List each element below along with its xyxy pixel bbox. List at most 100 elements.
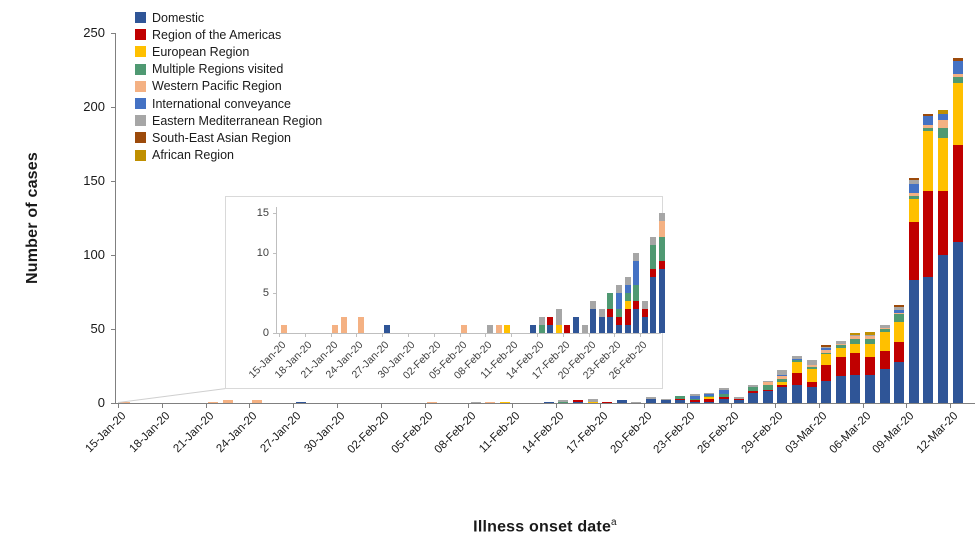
bar-segment [762, 380, 773, 383]
inset-bar-segment [641, 309, 648, 317]
bar-segment [777, 386, 788, 403]
bar-segment [894, 309, 905, 313]
y-axis-tick-label: 200 [83, 99, 105, 114]
bar-segment [791, 360, 802, 362]
inset-chart-box [225, 196, 663, 389]
x-axis-tick [818, 404, 820, 408]
bar-segment [748, 391, 759, 393]
bar-segment [587, 398, 598, 402]
bar-segment [923, 191, 934, 278]
bar-segment [879, 324, 890, 328]
inset-x-axis-tick [511, 334, 513, 337]
y-axis-title: Number of cases [24, 152, 41, 284]
bar-segment [908, 280, 919, 403]
bar-segment [879, 351, 890, 369]
inset-y-axis-tick [273, 333, 276, 334]
inset-bar-segment [650, 277, 657, 333]
inset-bar-segment [486, 325, 493, 333]
bar-segment [821, 354, 832, 365]
inset-bar-segment [504, 325, 511, 333]
legend-item: International conveyance [135, 95, 322, 112]
inset-bar-segment [624, 301, 631, 309]
bar-segment [821, 364, 832, 381]
inset-x-axis-tick [330, 334, 332, 337]
bar-segment [937, 255, 948, 403]
bar-segment [689, 395, 700, 399]
bar-segment [558, 400, 569, 402]
inset-bar-segment [538, 317, 545, 325]
bar-segment [864, 339, 875, 344]
bar-segment [850, 339, 861, 344]
inset-y-axis-tick-label: 5 [262, 286, 269, 299]
y-axis-tick-label: 100 [83, 247, 105, 262]
inset-bar-segment [615, 309, 622, 317]
legend-label: International conveyance [152, 96, 291, 111]
inset-bar-segment [624, 325, 631, 333]
bar-segment [821, 349, 832, 353]
bar-segment [879, 368, 890, 403]
bar-segment [762, 382, 773, 386]
bar-segment [908, 195, 919, 199]
x-axis-tick [950, 404, 952, 408]
inset-bar-segment [581, 325, 588, 333]
bar-segment [850, 374, 861, 403]
x-axis-tick [380, 404, 382, 408]
inset-x-axis-tick [356, 334, 358, 337]
bar-segment [748, 385, 759, 387]
inset-x-axis-tick [537, 334, 538, 337]
inset-bar-segment [658, 261, 665, 269]
legend-swatch [135, 29, 146, 41]
inset-y-axis-tick-label: 0 [262, 326, 269, 339]
x-axis-tick [424, 404, 426, 408]
x-axis-tick [512, 404, 514, 408]
bar-segment [718, 397, 729, 399]
bar-segment [850, 343, 861, 353]
inset-bar-segment [340, 317, 347, 333]
legend-swatch [135, 80, 146, 92]
legend-swatch [135, 12, 146, 24]
bar-segment [806, 367, 817, 369]
y-axis-line [115, 33, 116, 403]
bar-segment [894, 305, 905, 307]
bar-segment [762, 385, 773, 390]
bar-segment [908, 192, 919, 196]
inset-y-axis-line [276, 207, 277, 334]
inset-bar-segment [555, 325, 562, 333]
x-axis-title-superscript: a [611, 517, 617, 528]
inset-bar-segment [547, 325, 554, 333]
bar-segment [894, 321, 905, 343]
bar-segment [894, 312, 905, 315]
inset-x-axis-tick [459, 334, 461, 337]
bar-segment [602, 401, 613, 403]
bar-segment [937, 120, 948, 128]
bar-segment [587, 401, 598, 403]
inset-bar-segment [633, 309, 640, 333]
bar-segment [777, 376, 788, 380]
bar-segment [923, 124, 934, 128]
legend-swatch [135, 132, 146, 144]
bar-segment [952, 145, 963, 242]
bar-segment [908, 179, 919, 184]
inset-bar-segment [357, 317, 364, 333]
bar-segment [864, 331, 875, 335]
bar-segment [704, 397, 715, 399]
bar-segment [806, 386, 817, 403]
bar-segment [894, 361, 905, 403]
bar-segment [675, 398, 686, 401]
x-axis-title-text: Illness onset date [473, 518, 612, 536]
legend-label: Western Pacific Region [152, 79, 282, 94]
legend-item: South-East Asian Region [135, 129, 322, 146]
inset-bar-segment [641, 317, 648, 333]
bar-segment [777, 374, 788, 377]
bar-segment [762, 389, 773, 392]
inset-bar-segment [658, 269, 665, 333]
inset-bar-segment [598, 317, 605, 333]
bar-segment [952, 241, 963, 403]
bar-segment [952, 61, 963, 75]
bar-segment [295, 401, 306, 403]
bar-segment [923, 127, 934, 131]
bar-segment [835, 348, 846, 358]
bar-segment [207, 401, 218, 403]
legend-swatch [135, 46, 146, 58]
bar-segment [864, 357, 875, 375]
